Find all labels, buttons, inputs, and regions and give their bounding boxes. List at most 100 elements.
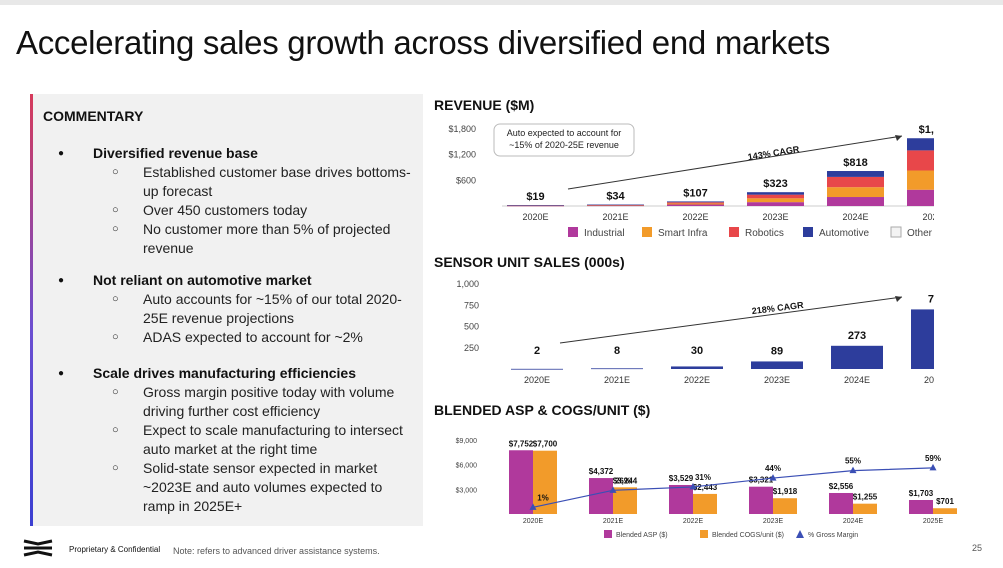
commentary-group-3: Scale drives manufacturing efficiencies … (56, 364, 416, 516)
legend-label: Other (907, 228, 933, 239)
x-tick-label: 2024E (844, 375, 870, 385)
commentary-item: Auto accounts for ~15% of our total 2020… (56, 290, 416, 328)
legend-label: Blended COGS/unit ($) (712, 532, 784, 539)
cogs-value-label: $701 (936, 497, 954, 506)
revenue-total-label: $34 (606, 191, 625, 203)
x-tick-label: 2020E (524, 375, 550, 385)
cogs-value-label: $7,700 (533, 440, 558, 449)
revenue-cagr-arrowhead (895, 135, 902, 141)
x-tick-label: 2021E (603, 518, 624, 525)
legend-swatch (803, 227, 813, 237)
asp-bar (669, 484, 693, 514)
legend-swatch (604, 530, 612, 538)
revenue-total-label: $107 (683, 187, 707, 199)
x-tick-label: 2020E (523, 518, 544, 525)
revenue-bar-segment (907, 150, 934, 171)
unit-value-label: 273 (848, 330, 866, 342)
asp-bar (509, 450, 533, 514)
commentary-group-1: Diversified revenue base Established cus… (56, 144, 416, 258)
cogs-bar (693, 493, 717, 514)
margin-line (532, 467, 934, 508)
y-tick-label: $600 (456, 175, 476, 185)
revenue-cagr-arrow (567, 135, 903, 190)
commentary-item: Expect to scale manufacturing to interse… (56, 421, 416, 459)
legend-label: Robotics (745, 228, 784, 239)
x-tick-label: 2022E (682, 212, 708, 222)
commentary-item: Solid-state sensor expected in market ~2… (56, 459, 416, 516)
unit-cagr-arrow (559, 296, 903, 344)
margin-marker (849, 466, 857, 474)
margin-marker (769, 474, 777, 481)
asp-value-label: $3,321 (749, 476, 774, 485)
revenue-bar-segment (827, 187, 884, 198)
cogs-bar (773, 498, 797, 514)
revenue-bar-segment (747, 202, 804, 206)
footer-confidential: Proprietary & Confidential (69, 545, 161, 554)
footer-note: Note: refers to advanced driver assistan… (173, 546, 380, 556)
legend-label: Blended ASP ($) (616, 532, 668, 539)
revenue-bar-segment (667, 202, 724, 204)
revenue-total-label: $818 (843, 157, 867, 169)
y-tick-label: 750 (464, 300, 479, 310)
legend-label: % Gross Margin (808, 532, 858, 539)
revenue-bar-segment (747, 198, 804, 203)
revenue-bar-segment (907, 189, 934, 206)
asp-value-label: $1,703 (909, 489, 934, 498)
cogs-bar (613, 487, 637, 514)
revenue-callout-text: ~15% of 2020-25E revenue (509, 140, 619, 150)
revenue-bar-segment (587, 205, 644, 206)
y-tick-label: 500 (464, 322, 479, 332)
company-logo-icon (22, 538, 54, 563)
revenue-bar-segment (907, 170, 934, 190)
unit-bar (831, 345, 883, 369)
legend-swatch (796, 530, 804, 538)
legend-label: Smart Infra (658, 228, 708, 239)
unit-value-label: 8 (614, 345, 620, 357)
revenue-bar-segment (507, 205, 564, 206)
legend-swatch (642, 227, 652, 237)
margin-value-label: 31% (695, 473, 711, 482)
page-number: 25 (972, 543, 983, 553)
asp-cogs-chart: $3,000 $6,000 $9,000 $7,752 $7,700 2020E $4,37… (456, 438, 957, 539)
y-tick-label: $9,000 (456, 438, 478, 445)
legend-swatch (729, 227, 739, 237)
revenue-chart: $600 $1,200 $1,800 $19 2020E $34 2021E $107 2022… (448, 123, 934, 239)
margin-value-label: 59% (925, 454, 941, 463)
cogs-value-label: $2,443 (693, 483, 718, 492)
revenue-bar-segment (587, 205, 644, 207)
x-tick-label: 2024E (842, 212, 868, 222)
x-tick-label: 2022E (684, 375, 710, 385)
unit-cagr-arrowhead (895, 296, 902, 302)
margin-value-label: 44% (765, 464, 781, 473)
commentary-item: ADAS expected to account for ~2% (56, 328, 416, 347)
y-tick-label: 1,000 (456, 279, 479, 289)
commentary-heading: Not reliant on automotive market (56, 271, 416, 290)
revenue-bar-segment (827, 197, 884, 206)
legend-label: Industrial (584, 228, 625, 239)
revenue-chart-title: REVENUE ($M) (434, 97, 535, 113)
unit-bar (671, 366, 723, 369)
x-tick-label: 2022E (683, 518, 704, 525)
margin-value-label: 26% (615, 476, 631, 485)
asp-bar (749, 486, 773, 514)
commentary-item: No customer more than 5% of projected re… (56, 220, 416, 258)
legend-label: Automotive (819, 228, 869, 239)
margin-value-label: 55% (845, 457, 861, 466)
margin-marker (609, 486, 617, 493)
commentary-accent-bar (30, 94, 33, 526)
page-title: Accelerating sales growth across diversi… (16, 24, 831, 61)
unit-value-label: 2 (534, 345, 540, 357)
x-tick-label: 2020E (522, 212, 548, 222)
revenue-bar-segment (747, 192, 804, 195)
commentary-item: Over 450 customers today (56, 201, 416, 220)
revenue-cagr-label: 143% CAGR (747, 144, 800, 162)
commentary-heading: Scale drives manufacturing efficiencies (56, 364, 416, 383)
revenue-bar-segment (667, 201, 724, 203)
cogs-bar (853, 503, 877, 514)
commentary-group-2: Not reliant on automotive market Auto ac… (56, 271, 416, 347)
unit-bar (591, 368, 643, 370)
revenue-total-label: $19 (526, 191, 544, 203)
revenue-bar-segment (827, 176, 884, 188)
y-tick-label: $6,000 (456, 463, 478, 470)
commentary-heading: Diversified revenue base (56, 144, 416, 163)
